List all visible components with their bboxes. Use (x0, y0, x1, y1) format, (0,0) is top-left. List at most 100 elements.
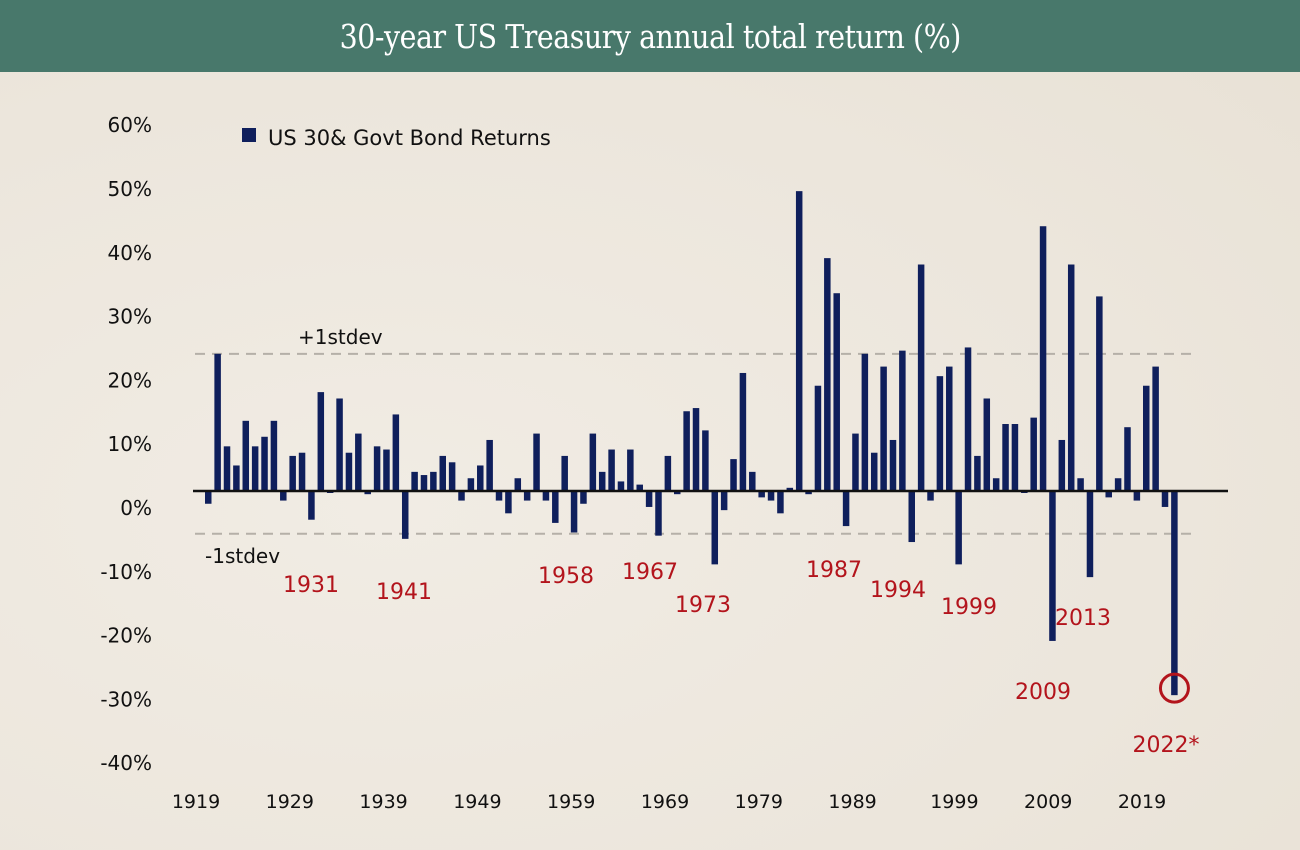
x-tick-label: 1979 (735, 791, 783, 813)
x-tick-label: 1989 (828, 791, 876, 813)
bar-1927 (280, 491, 287, 501)
y-tick-label: -10% (100, 560, 152, 584)
bar-1924 (251, 446, 259, 491)
annotation-2013: 2013 (1055, 606, 1111, 631)
bar-2011 (1067, 264, 1075, 491)
bar-2004 (1002, 424, 1009, 491)
x-tick-label: 1929 (266, 791, 314, 813)
y-tick-label: 10% (108, 432, 152, 456)
bar-1978 (758, 491, 765, 498)
bar-1934 (345, 452, 353, 491)
annotation-1941: 1941 (376, 580, 432, 605)
bar-1943 (430, 471, 437, 491)
legend: US 30& Govt Bond Returns (242, 126, 551, 150)
bar-1941 (411, 471, 418, 491)
bar-1956 (552, 491, 559, 523)
bar-1923 (242, 420, 250, 491)
bar-1928 (289, 455, 296, 491)
annotation-1967: 1967 (622, 560, 678, 585)
bar-1994 (908, 491, 915, 543)
y-tick-label: 0% (120, 496, 152, 520)
bar-1930 (308, 491, 315, 520)
bar-1959 (580, 491, 587, 504)
bar-1984 (814, 385, 822, 491)
bar-1950 (495, 491, 503, 501)
bar-1969 (674, 491, 681, 495)
annotation-2022-star: 2022* (1133, 733, 1200, 758)
bar-1919 (205, 491, 212, 504)
bar-1985 (824, 258, 831, 491)
y-tick-label: -30% (100, 687, 152, 711)
bar-1987 (842, 491, 850, 527)
chart-header: 30-year US Treasury annual total return … (0, 0, 1300, 72)
bar-1922 (233, 465, 240, 491)
x-tick-label: 1969 (641, 791, 689, 813)
bar-1992 (889, 439, 897, 491)
bar-1926 (270, 420, 278, 491)
y-tick-label: 50% (108, 177, 152, 201)
annotations: 1931 1941 1958 1967 1973 1987 1994 1999 2009 2013… (283, 558, 1200, 758)
bar-1957 (561, 455, 568, 491)
legend-label: US 30& Govt Bond Returns (268, 126, 551, 150)
bar-2021 (1161, 491, 1169, 507)
bar-2018 (1133, 491, 1141, 501)
bar-1968 (664, 455, 672, 491)
bar-1960 (589, 433, 597, 491)
bar-1937 (373, 446, 381, 491)
bar-1921 (223, 446, 231, 491)
bar-1948 (477, 465, 484, 491)
bar-1998 (946, 366, 953, 491)
bar-1951 (505, 491, 512, 514)
annotation-1987: 1987 (806, 558, 862, 583)
y-tick-label: 40% (108, 241, 152, 265)
bar-1983 (805, 491, 812, 495)
y-tick-label: -20% (100, 624, 152, 648)
bar-1964 (627, 449, 634, 491)
annotation-1999: 1999 (941, 595, 997, 620)
bar-1979 (767, 491, 775, 501)
bar-2013 (1086, 491, 1094, 578)
bar-1965 (636, 484, 643, 491)
bar-1931 (317, 392, 325, 491)
bar-2019 (1143, 385, 1150, 491)
bar-1952 (514, 478, 522, 491)
bar-1938 (383, 449, 390, 491)
bar-1993 (899, 350, 906, 491)
bar-1970 (683, 411, 690, 491)
bar-2001 (974, 455, 981, 491)
bar-1997 (936, 376, 944, 491)
plus-1-stdev-label: +1stdev (298, 325, 383, 349)
bar-1972 (702, 430, 709, 491)
bar-1953 (523, 491, 531, 501)
annotation-1958: 1958 (538, 564, 594, 589)
bar-2002 (983, 398, 991, 491)
bar-2009 (1049, 491, 1056, 641)
bar-2005 (1011, 424, 1019, 491)
bar-1933 (336, 398, 343, 491)
bar-1999 (955, 491, 962, 565)
bar-2008 (1039, 226, 1047, 492)
bar-1974 (720, 491, 728, 511)
bar-2022 (1171, 491, 1178, 696)
x-tick-label: 1939 (359, 791, 407, 813)
y-tick-label: 20% (108, 368, 152, 392)
bar-1981 (786, 487, 794, 491)
bar-1980 (777, 491, 784, 514)
bar-1944 (439, 455, 446, 491)
bar-1962 (608, 449, 615, 491)
bar-2014 (1096, 296, 1103, 491)
bar-1939 (392, 414, 400, 491)
bar-1945 (448, 462, 456, 491)
bar-2015 (1105, 491, 1112, 498)
highlight-circle (1158, 672, 1190, 704)
bar-1989 (861, 353, 869, 491)
bar-1963 (617, 481, 625, 491)
bar-2000 (964, 347, 972, 491)
annotation-2009: 2009 (1015, 680, 1071, 705)
x-tick-label: 1949 (453, 791, 501, 813)
x-tick-label: 2019 (1118, 791, 1166, 813)
bar-1977 (749, 471, 756, 491)
bar-2007 (1030, 417, 1037, 491)
bar-1942 (420, 475, 428, 491)
